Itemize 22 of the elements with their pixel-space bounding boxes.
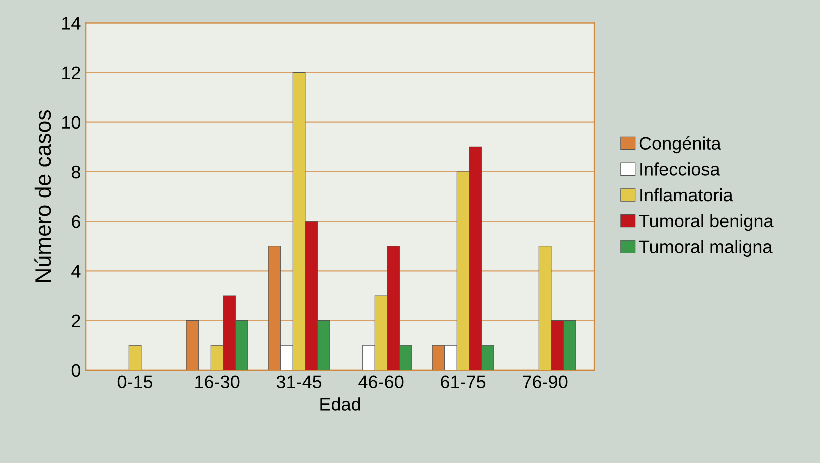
y-tick-label: 2 xyxy=(72,314,80,328)
x-tick-label: 0-15 xyxy=(118,376,153,389)
y-axis-title: Número de casos xyxy=(34,110,52,282)
legend-label: Infecciosa xyxy=(640,162,720,176)
legend-label: Inflamatoria xyxy=(640,188,734,202)
x-tick-label: 61-75 xyxy=(441,376,486,389)
y-tick-label: 4 xyxy=(72,265,81,278)
y-tick-label: 8 xyxy=(72,166,80,179)
x-tick-label: 31-45 xyxy=(276,376,322,389)
legend-label: Tumoral benigna xyxy=(639,214,774,232)
y-tick-label: 14 xyxy=(62,17,81,30)
legend-label: Tumoral maligna xyxy=(639,240,773,258)
x-axis-title: Edad xyxy=(320,398,360,411)
x-tick-label: 46-60 xyxy=(358,376,404,389)
y-tick-label: 12 xyxy=(62,66,80,80)
y-tick-label: 6 xyxy=(72,216,80,228)
y-tick-label: 0 xyxy=(72,364,81,378)
legend-label: Congénita xyxy=(640,136,722,154)
x-tick-label: 76-90 xyxy=(523,376,568,389)
bar xyxy=(128,345,142,370)
x-tick-label: 16-30 xyxy=(196,376,240,389)
y-tick-label: 10 xyxy=(62,116,81,130)
